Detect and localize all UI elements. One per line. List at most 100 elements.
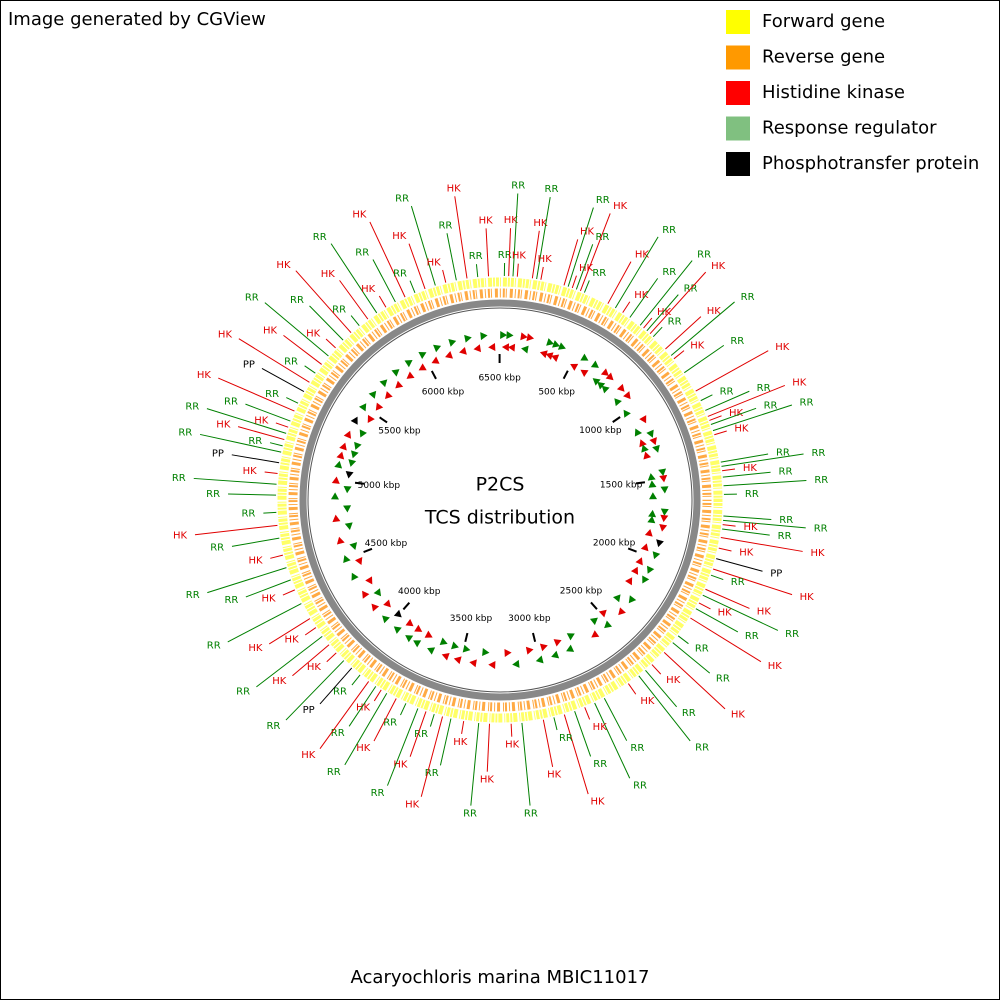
feature-marker — [445, 351, 453, 359]
tick-label: 5000 kbp — [358, 481, 401, 491]
feature-line — [665, 316, 702, 350]
feature-marker — [612, 594, 621, 603]
feature-line — [684, 344, 725, 374]
feature-marker — [553, 639, 562, 647]
feature-marker — [592, 378, 601, 386]
feature-line — [594, 702, 631, 779]
feature-label: PP — [212, 448, 224, 459]
feature-marker — [375, 402, 384, 411]
feature-line — [270, 554, 284, 559]
feature-line — [238, 338, 310, 383]
feature-label: HK — [690, 341, 705, 352]
feature-line — [567, 207, 594, 287]
feature-label: RR — [593, 759, 607, 770]
legend-label: Response regulator — [762, 118, 937, 139]
feature-marker — [551, 650, 560, 659]
feature-label: RR — [248, 436, 262, 447]
feature-line — [651, 664, 662, 675]
feature-marker — [520, 332, 528, 341]
feature-line — [439, 718, 452, 766]
feature-line — [256, 635, 323, 688]
feature-line — [373, 689, 382, 702]
feature-label: HK — [775, 342, 790, 353]
feature-line — [705, 390, 750, 411]
feature-line — [420, 716, 444, 797]
feature-marker — [379, 379, 388, 388]
feature-marker — [640, 543, 649, 552]
feature-label: HK — [263, 326, 278, 337]
feature-line — [227, 603, 302, 643]
feature-label: RR — [178, 428, 192, 439]
feature-line — [700, 394, 713, 402]
center-title: P2CS — [476, 474, 525, 496]
tick-mark — [562, 370, 569, 380]
feature-line — [275, 422, 289, 428]
feature-marker — [642, 575, 650, 584]
feature-label: HK — [352, 210, 367, 221]
feature-label: RR — [730, 336, 744, 347]
feature-label: RR — [800, 397, 814, 408]
feature-label: HK — [512, 251, 527, 262]
feature-label: RR — [185, 401, 199, 412]
feature-line — [237, 426, 285, 441]
feature-line — [707, 384, 786, 417]
feature-label: RR — [633, 780, 647, 791]
feature-line — [723, 515, 772, 520]
feature-line — [245, 579, 291, 598]
feature-line — [720, 537, 803, 552]
feature-marker — [643, 451, 652, 460]
feature-label: HK — [405, 799, 420, 810]
feature-label: HK — [480, 775, 495, 786]
feature-label: RR — [764, 401, 778, 412]
tick-label: 4000 kbp — [398, 587, 441, 597]
feature-label: RR — [245, 292, 259, 303]
feature-label: HK — [547, 770, 562, 781]
feature-label: RR — [265, 389, 279, 400]
feature-line — [475, 264, 479, 278]
feature-label: RR — [210, 543, 224, 554]
feature-marker — [580, 353, 589, 361]
feature-marker — [601, 385, 610, 394]
feature-label: HK — [254, 415, 269, 426]
feature-marker — [362, 590, 370, 599]
feature-line — [721, 453, 804, 467]
feature-line — [603, 697, 628, 741]
feature-line — [261, 367, 305, 393]
feature-marker — [648, 480, 657, 488]
feature-marker — [535, 655, 544, 664]
legend-label: Forward gene — [762, 11, 885, 32]
feature-marker — [344, 522, 353, 531]
tick-label: 1500 kbp — [600, 481, 643, 491]
feature-marker — [393, 609, 402, 618]
tick-mark — [627, 547, 637, 553]
feature-label: HK — [453, 737, 468, 748]
feature-line — [712, 404, 793, 432]
title: Image generated by CGView — [8, 9, 266, 30]
feature-marker — [539, 643, 548, 652]
feature-line — [627, 683, 637, 695]
feature-label: HK — [285, 635, 300, 646]
feature-line — [710, 574, 724, 581]
feature-line — [461, 720, 465, 734]
feature-line — [304, 627, 317, 636]
feature-label: RR — [327, 767, 341, 778]
feature-line — [369, 221, 406, 298]
backbone — [299, 299, 701, 701]
feature-line — [690, 617, 762, 663]
feature-line — [639, 260, 693, 326]
feature-label: RR — [186, 590, 200, 601]
feature-label: HK — [306, 329, 321, 340]
feature-line — [652, 326, 663, 337]
feature-label: RR — [720, 386, 734, 397]
feature-label: RR — [266, 721, 280, 732]
feature-marker — [414, 624, 423, 632]
feature-label: RR — [224, 396, 238, 407]
feature-line — [218, 377, 295, 412]
feature-label: RR — [333, 686, 347, 697]
feature-marker — [418, 351, 427, 360]
feature-label: RR — [745, 489, 759, 500]
tick-label: 2500 kbp — [560, 587, 603, 597]
feature-marker — [521, 345, 529, 354]
feature-label: RR — [425, 768, 439, 779]
feature-marker — [354, 557, 363, 566]
